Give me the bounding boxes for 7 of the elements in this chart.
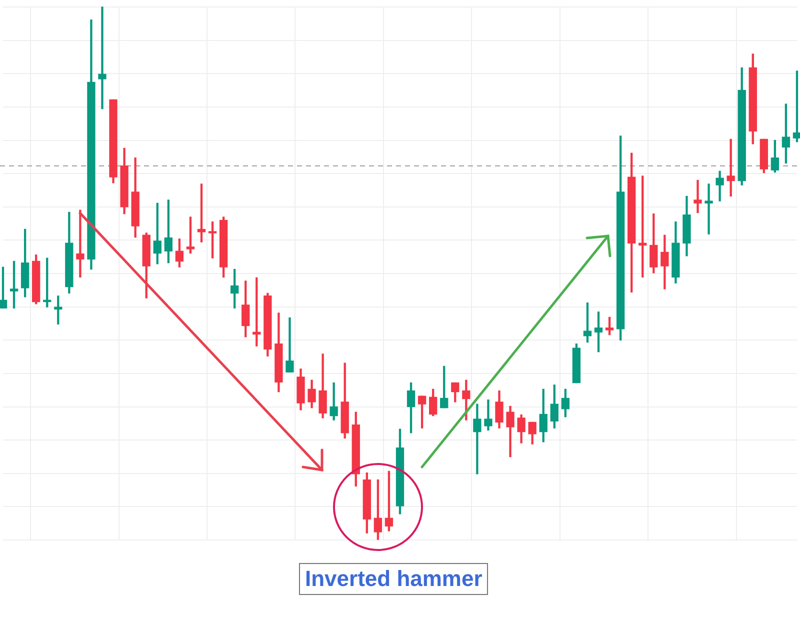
candlestick bbox=[704, 184, 713, 234]
candlestick bbox=[98, 6, 106, 110]
candlestick bbox=[473, 404, 482, 474]
candlestick bbox=[286, 317, 294, 372]
text: Inverted hammer bbox=[299, 563, 488, 595]
candlestick bbox=[694, 180, 702, 214]
candlestick bbox=[76, 210, 84, 278]
